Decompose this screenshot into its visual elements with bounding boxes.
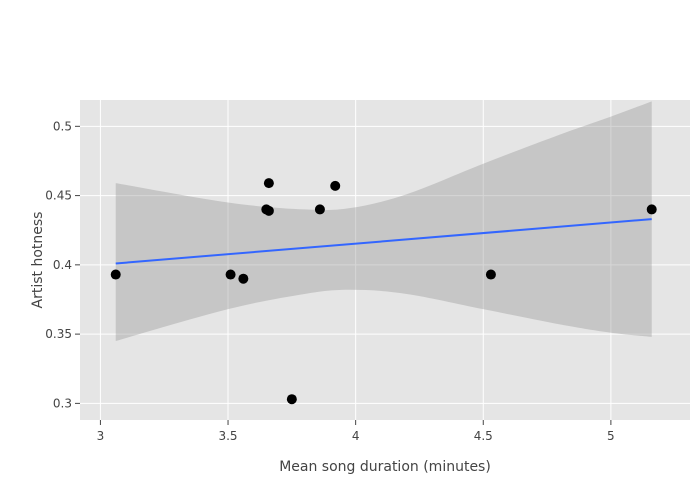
confidence-band-area bbox=[115, 101, 652, 342]
data-point bbox=[110, 269, 121, 280]
y-tick-label: 0.4 bbox=[53, 258, 72, 272]
x-tick-label: 4 bbox=[352, 429, 360, 443]
data-point bbox=[238, 273, 249, 284]
y-tick-label: 0.5 bbox=[53, 119, 72, 133]
data-point bbox=[286, 394, 297, 405]
y-tick-label: 0.35 bbox=[45, 327, 72, 341]
fit-line-group bbox=[115, 218, 652, 265]
data-points bbox=[110, 178, 657, 405]
x-tick-label: 3 bbox=[97, 429, 105, 443]
x-tick-label: 4.5 bbox=[474, 429, 493, 443]
y-tick-label: 0.45 bbox=[45, 189, 72, 203]
x-tick-label: 3.5 bbox=[218, 429, 237, 443]
y-axis-ticks: 0.3 0.35 0.4 0.45 0.5 bbox=[45, 119, 80, 410]
data-point bbox=[263, 205, 274, 216]
data-point bbox=[485, 269, 496, 280]
x-axis-ticks: 3 3.5 4 4.5 5 bbox=[97, 420, 615, 443]
x-tick-label: 5 bbox=[607, 429, 615, 443]
data-point bbox=[314, 204, 325, 215]
data-point bbox=[225, 269, 236, 280]
confidence-band bbox=[115, 101, 652, 342]
data-point bbox=[330, 180, 341, 191]
y-tick-label: 0.3 bbox=[53, 396, 72, 410]
data-point bbox=[646, 204, 657, 215]
x-axis-title: Mean song duration (minutes) bbox=[279, 459, 491, 475]
fit-line bbox=[115, 218, 652, 265]
data-point bbox=[263, 178, 274, 189]
y-axis-title: Artist hotness bbox=[30, 212, 46, 309]
gridlines bbox=[80, 100, 690, 420]
plot-background bbox=[80, 100, 690, 420]
